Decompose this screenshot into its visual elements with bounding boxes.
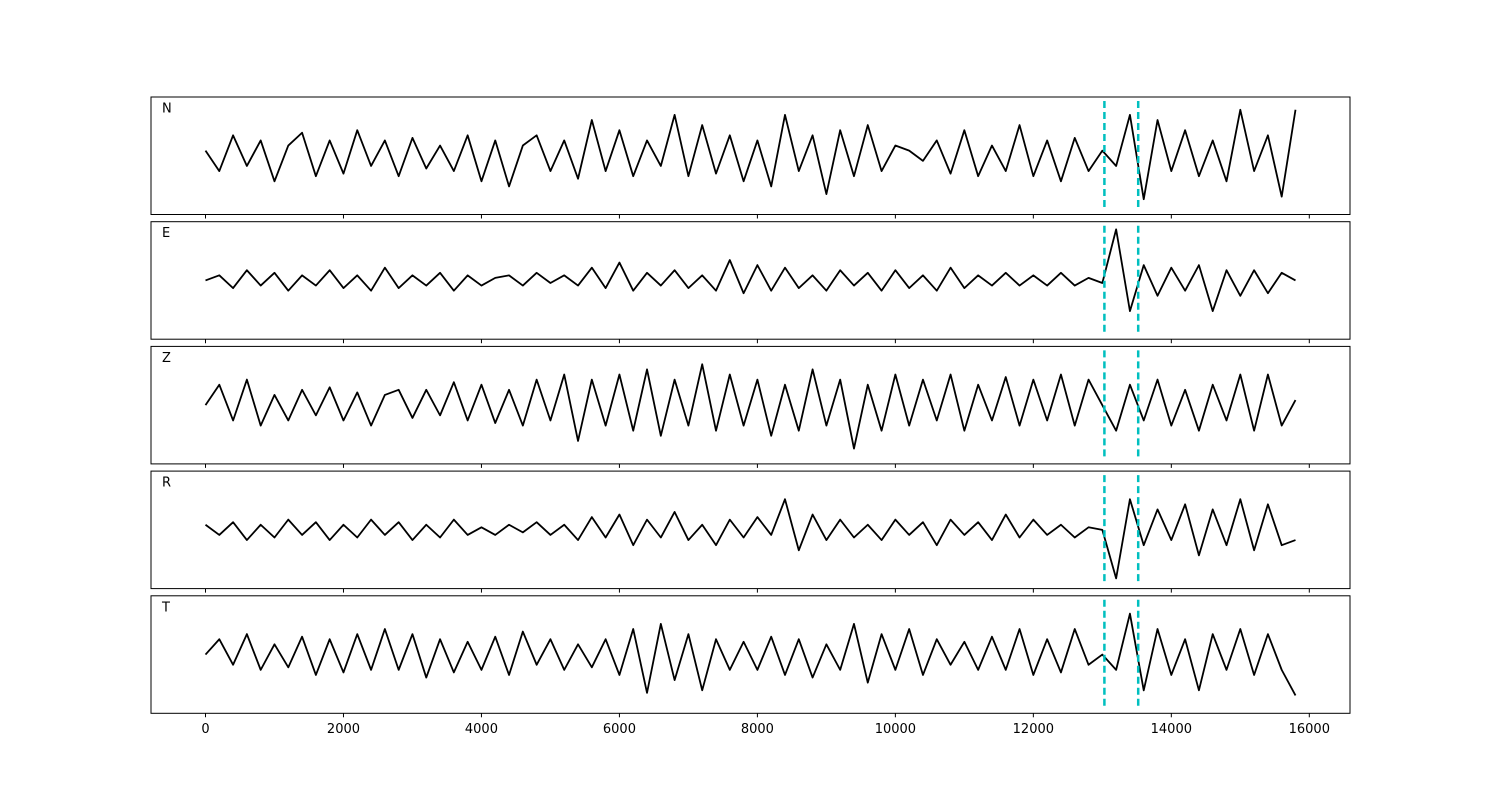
- x-tick-label: 14000: [1151, 722, 1192, 737]
- waveform: [204, 363, 1297, 450]
- panel-label: E: [162, 226, 170, 241]
- panel-label: Z: [162, 351, 171, 366]
- panel-frame: [150, 345, 1351, 465]
- panel-frame: [150, 96, 1351, 215]
- panel-label: R: [162, 476, 171, 491]
- waveform: [205, 228, 1296, 312]
- x-tick-label: 0: [201, 722, 209, 737]
- x-tick-label: 12000: [1013, 722, 1054, 737]
- waveform: [204, 108, 1297, 201]
- x-tick-label: 16000: [1289, 722, 1330, 737]
- x-tick-label: 10000: [875, 722, 916, 737]
- panel-frame: [150, 595, 1351, 714]
- x-tick-label: 4000: [465, 722, 498, 737]
- x-tick-label: 2000: [327, 722, 360, 737]
- panel-frame: [150, 470, 1351, 590]
- panel-label: T: [161, 600, 170, 615]
- waveform: [204, 612, 1297, 696]
- panel-frame: [150, 221, 1351, 340]
- x-tick-label: 6000: [603, 722, 636, 737]
- waveform: [204, 498, 1296, 580]
- panel-label: N: [162, 102, 172, 117]
- x-tick-label: 8000: [741, 722, 774, 737]
